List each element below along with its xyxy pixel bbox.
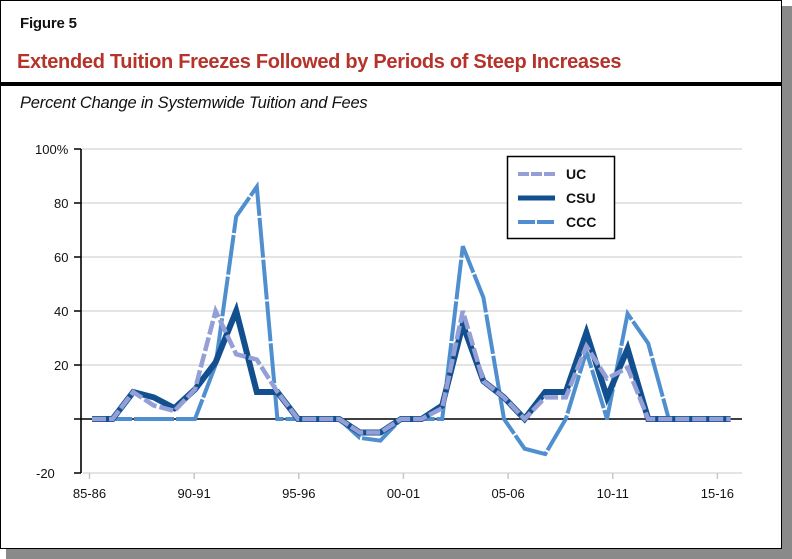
y-tick-label: 100% [35, 142, 69, 157]
series-uc-line [92, 304, 731, 435]
legend: UC CSU CCC [506, 155, 616, 240]
x-tick-label: 00-01 [387, 486, 420, 501]
y-tick-label: 20 [54, 358, 68, 373]
x-tick-label: 90-91 [178, 486, 211, 501]
x-tick-label: 85-86 [73, 486, 106, 501]
series-csu-line [92, 301, 731, 436]
legend-label-uc: UC [566, 166, 586, 182]
x-tick-label: 10-11 [597, 486, 629, 501]
legend-label-ccc: CCC [566, 214, 596, 230]
series-ccc-line [92, 181, 731, 457]
y-tick-label: 40 [54, 304, 68, 319]
series-lines [92, 181, 731, 457]
gridlines [81, 148, 742, 474]
axes: -20 20 40 60 80 100% 85-86 90-91 95-96 00-01 05-06… [35, 142, 742, 501]
x-tick-label: 95-96 [282, 486, 315, 501]
figure-title: Extended Tuition Freezes Followed by Per… [17, 51, 622, 73]
figure-header: Figure 5 Extended Tuition Freezes Follow… [1, 1, 781, 86]
legend-label-csu: CSU [566, 190, 596, 206]
y-tick-label: -20 [36, 466, 55, 481]
x-tick-label: 05-06 [491, 486, 524, 501]
figure-frame: Figure 5 Extended Tuition Freezes Follow… [0, 0, 782, 549]
figure-number: Figure 5 [20, 15, 77, 32]
chart-subtitle: Percent Change in Systemwide Tuition and… [20, 94, 368, 112]
y-tick-label: 80 [54, 196, 68, 211]
y-tick-label: 60 [54, 250, 68, 265]
x-tick-label: 15-16 [701, 486, 734, 501]
